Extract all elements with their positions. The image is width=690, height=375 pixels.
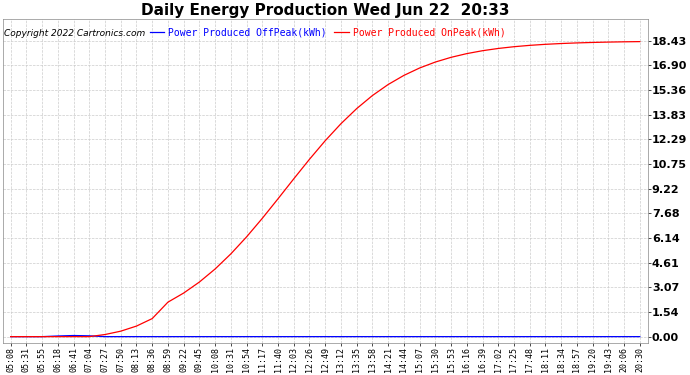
Power Produced OnPeak(kWh): [478, 48, 486, 53]
Power Produced OnPeak(kWh): [541, 42, 549, 46]
Power Produced OnPeak(kWh): [242, 235, 250, 239]
Power Produced OnPeak(kWh): [635, 39, 644, 44]
Power Produced OnPeak(kWh): [179, 291, 188, 295]
Power Produced OffPeak(kWh): [211, 334, 219, 339]
Power Produced OffPeak(kWh): [54, 334, 62, 338]
Power Produced OnPeak(kWh): [85, 334, 93, 339]
Title: Daily Energy Production Wed Jun 22  20:33: Daily Energy Production Wed Jun 22 20:33: [141, 3, 509, 18]
Power Produced OffPeak(kWh): [589, 334, 597, 339]
Power Produced OnPeak(kWh): [22, 334, 30, 339]
Power Produced OnPeak(kWh): [227, 252, 235, 256]
Power Produced OnPeak(kWh): [620, 40, 628, 44]
Power Produced OffPeak(kWh): [604, 334, 613, 339]
Text: Copyright 2022 Cartronics.com: Copyright 2022 Cartronics.com: [4, 28, 146, 38]
Power Produced OnPeak(kWh): [604, 40, 613, 44]
Power Produced OnPeak(kWh): [463, 51, 471, 56]
Power Produced OffPeak(kWh): [148, 334, 157, 339]
Power Produced OffPeak(kWh): [117, 334, 125, 339]
Power Produced OnPeak(kWh): [306, 157, 314, 162]
Power Produced OnPeak(kWh): [494, 46, 502, 51]
Power Produced OffPeak(kWh): [164, 334, 172, 339]
Power Produced OnPeak(kWh): [195, 280, 204, 284]
Power Produced OffPeak(kWh): [101, 334, 109, 339]
Power Produced OffPeak(kWh): [242, 334, 250, 339]
Power Produced OnPeak(kWh): [431, 60, 440, 64]
Line: Power Produced OnPeak(kWh): Power Produced OnPeak(kWh): [10, 42, 640, 337]
Power Produced OffPeak(kWh): [494, 334, 502, 339]
Legend: Power Produced OffPeak(kWh), Power Produced OnPeak(kWh): Power Produced OffPeak(kWh), Power Produ…: [150, 27, 506, 37]
Power Produced OffPeak(kWh): [227, 334, 235, 339]
Power Produced OffPeak(kWh): [573, 334, 581, 339]
Power Produced OffPeak(kWh): [179, 334, 188, 339]
Power Produced OffPeak(kWh): [463, 334, 471, 339]
Power Produced OnPeak(kWh): [38, 334, 46, 339]
Power Produced OffPeak(kWh): [557, 334, 565, 339]
Power Produced OnPeak(kWh): [400, 73, 408, 78]
Power Produced OffPeak(kWh): [85, 334, 93, 338]
Power Produced OffPeak(kWh): [38, 334, 46, 339]
Power Produced OnPeak(kWh): [6, 334, 14, 339]
Power Produced OffPeak(kWh): [290, 334, 298, 339]
Power Produced OffPeak(kWh): [22, 334, 30, 339]
Power Produced OnPeak(kWh): [526, 43, 534, 48]
Power Produced OffPeak(kWh): [306, 334, 314, 339]
Power Produced OffPeak(kWh): [132, 334, 141, 339]
Power Produced OnPeak(kWh): [353, 106, 361, 111]
Power Produced OnPeak(kWh): [321, 138, 329, 143]
Power Produced OffPeak(kWh): [431, 334, 440, 339]
Power Produced OnPeak(kWh): [415, 66, 424, 70]
Power Produced OnPeak(kWh): [117, 329, 125, 333]
Power Produced OffPeak(kWh): [6, 334, 14, 339]
Power Produced OffPeak(kWh): [384, 334, 393, 339]
Power Produced OnPeak(kWh): [368, 93, 377, 98]
Power Produced OnPeak(kWh): [70, 334, 78, 339]
Power Produced OffPeak(kWh): [526, 334, 534, 339]
Power Produced OnPeak(kWh): [557, 41, 565, 46]
Power Produced OnPeak(kWh): [573, 40, 581, 45]
Line: Power Produced OffPeak(kWh): Power Produced OffPeak(kWh): [10, 336, 640, 337]
Power Produced OnPeak(kWh): [447, 55, 455, 60]
Power Produced OnPeak(kWh): [101, 332, 109, 337]
Power Produced OffPeak(kWh): [274, 334, 282, 339]
Power Produced OffPeak(kWh): [415, 334, 424, 339]
Power Produced OnPeak(kWh): [148, 316, 157, 321]
Power Produced OffPeak(kWh): [510, 334, 518, 339]
Power Produced OffPeak(kWh): [541, 334, 549, 339]
Power Produced OnPeak(kWh): [54, 334, 62, 339]
Power Produced OffPeak(kWh): [635, 334, 644, 339]
Power Produced OnPeak(kWh): [510, 45, 518, 49]
Power Produced OffPeak(kWh): [447, 334, 455, 339]
Power Produced OffPeak(kWh): [337, 334, 345, 339]
Power Produced OffPeak(kWh): [620, 334, 628, 339]
Power Produced OffPeak(kWh): [368, 334, 377, 339]
Power Produced OffPeak(kWh): [400, 334, 408, 339]
Power Produced OffPeak(kWh): [195, 334, 204, 339]
Power Produced OffPeak(kWh): [70, 333, 78, 338]
Power Produced OnPeak(kWh): [290, 177, 298, 181]
Power Produced OnPeak(kWh): [132, 324, 141, 328]
Power Produced OffPeak(kWh): [258, 334, 266, 339]
Power Produced OffPeak(kWh): [353, 334, 361, 339]
Power Produced OnPeak(kWh): [337, 122, 345, 126]
Power Produced OnPeak(kWh): [258, 216, 266, 220]
Power Produced OffPeak(kWh): [478, 334, 486, 339]
Power Produced OnPeak(kWh): [164, 300, 172, 304]
Power Produced OnPeak(kWh): [589, 40, 597, 45]
Power Produced OnPeak(kWh): [384, 82, 393, 87]
Power Produced OnPeak(kWh): [211, 267, 219, 271]
Power Produced OnPeak(kWh): [274, 196, 282, 201]
Power Produced OffPeak(kWh): [321, 334, 329, 339]
